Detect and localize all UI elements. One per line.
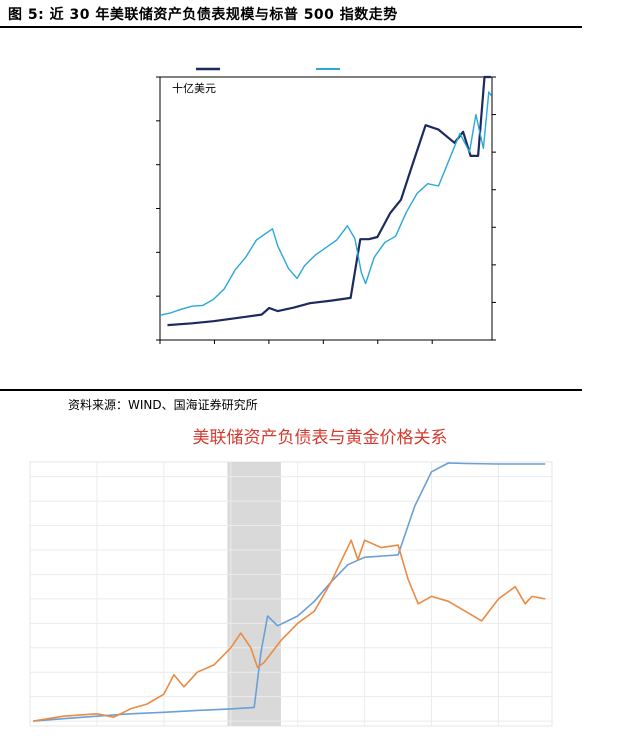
recession-shade [227,462,281,726]
chart-fed-balance-sp500: 十亿美元 [156,67,496,344]
gold-price-growth-line [33,539,546,722]
sp500-line [159,91,493,316]
fed-balance-growth-line [33,462,546,722]
figure-title: 图 5: 近 30 年美联储资产负债表规模与标普 500 指数走势 [8,7,398,23]
bottom-rule [0,389,582,391]
chart1-left-axis [156,76,160,341]
chart2-plot-area [29,461,553,727]
chart1-right-axis [492,76,496,341]
chart1-series-group [159,75,493,327]
chart1-unit-label: 十亿美元 [172,81,216,95]
chart2-background [29,461,553,727]
chart2-title: 美联储资产负债表与黄金价格关系 [192,428,448,448]
chart1-x-axis [159,340,433,344]
chart2-series-group [33,462,546,722]
chart2-gridlines [30,462,552,726]
fed-assets-line [167,75,491,327]
source-note: 资料来源：WIND、国海证券研究所 [68,398,258,412]
chart-fed-balance-gold [29,461,553,727]
top-rule [0,26,582,28]
